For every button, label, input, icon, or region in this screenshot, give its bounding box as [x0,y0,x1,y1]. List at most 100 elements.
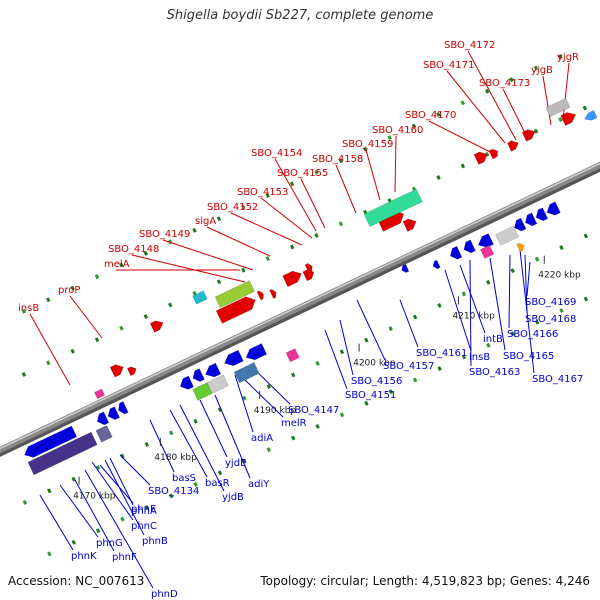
guide-dot [47,488,52,494]
guide-dot [216,216,222,222]
guide-dot [21,371,27,377]
guide-dot [339,412,345,418]
guide-dot [437,366,442,371]
gene-shape [24,425,78,458]
phn-operon-block [27,431,98,476]
top-leader-line [467,50,517,141]
top-leader-line [162,239,254,271]
guide-dot [70,348,75,354]
gene-shape [282,270,302,288]
red-gene-arrow [302,269,315,282]
bottom-gene-label: SBO_4168 [525,314,576,325]
top-gene-label: SBO_4149 [139,229,190,240]
blue-gene-arrow [477,233,494,248]
guide-dot [364,400,369,406]
bottom-leader-line [339,319,354,376]
bottom-leader-line [524,254,528,314]
teal-gene-block [363,188,423,227]
bottom-leader-line [234,374,254,433]
guide-dot [436,175,441,180]
backbone-line [0,161,600,454]
blue-gene-arrow [107,406,120,420]
guide-dot [242,395,247,401]
guide-dot [266,384,271,389]
guide-dot [144,505,150,510]
gene-shape [179,375,194,390]
guide-dot [314,232,319,238]
bottom-gene-label: SBO_4147 [288,405,339,416]
guide-dot [291,435,296,441]
gene-shape [192,368,205,382]
bottom-leader-line [99,464,134,504]
top-gene-label: SBO_4148 [108,244,159,255]
blue-gene-arrow [192,368,205,382]
top-leader-line [562,62,570,121]
gene-shape [127,366,137,377]
guide-dot [338,158,344,164]
orange-gene-block [516,242,525,252]
bottom-leader-line [169,409,208,478]
label-leader-lines [29,50,570,589]
guide-dot [120,453,125,459]
bottom-leader-line [526,261,531,297]
top-leader-line [260,197,313,239]
gene-shape [560,112,577,126]
top-gene-label: proP [58,285,80,296]
guide-dot [412,314,418,320]
guide-dot [119,325,124,331]
guide-dot [364,337,369,343]
gene-shape [524,212,538,227]
guide-dot [217,407,223,413]
guide-dot [46,360,51,366]
guide-dot [47,551,52,557]
cyan-gene-block [192,290,208,305]
top-leader-line [230,212,303,246]
top-gene-label: SBO_4154 [251,148,302,159]
top-gene-label: yjgB [531,65,553,76]
bottom-gene-label: melR [281,418,307,429]
bottom-gene-label: SBO_4157 [383,361,434,372]
guide-dot [484,88,490,94]
bottom-leader-line [399,299,419,348]
gene-shape [463,239,476,254]
guide-dot [533,65,539,71]
gene-shape [302,269,315,282]
guide-dot [95,465,101,471]
top-gene-label: SBO_4173 [479,78,530,89]
bottom-leader-line [489,257,506,351]
gene-shape [488,148,499,160]
gene-shape [224,349,244,366]
blue-gene-arrow [584,110,598,121]
guide-dot [412,377,418,383]
gene-shape [256,290,264,301]
bottom-gene-label: SBO_4166 [507,329,558,340]
guide-dot [510,331,515,337]
bottom-leader-line [324,329,348,390]
gene-shape [206,374,229,394]
top-gene-label: SBO_4170 [405,110,456,121]
bottom-leader-line [84,469,154,589]
topology-text: Topology: circular; Length: 4,519,823 bp… [260,574,590,588]
bottom-leader-line [91,461,134,521]
gene-shape [584,110,598,121]
blue-gene-arrow [463,239,476,254]
guide-dot [216,279,222,285]
blue-gene-arrow [96,411,110,426]
gene-shape [402,218,417,232]
guide-dot [70,285,75,291]
dotted-guide-tracks [21,54,589,557]
guide-dot [387,135,392,141]
guide-dot [265,193,270,198]
bottom-gene-label: yjdB [222,492,244,503]
guide-dot [95,528,101,534]
top-leader-line [542,75,552,126]
guide-dot [509,77,514,83]
bottom-leader-line [104,459,145,536]
bottom-leader-line [356,299,386,361]
blue-gene-arrow [24,425,78,458]
guide-dot [169,430,174,436]
guide-dot [289,181,295,187]
guide-dot [388,326,393,332]
top-gene-label: SBO_4155 [277,168,328,179]
guide-dot [71,539,76,545]
